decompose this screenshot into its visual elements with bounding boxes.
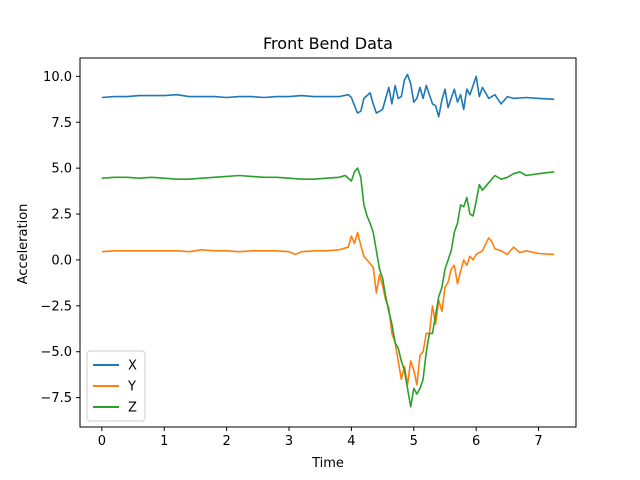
x-tick-label: 1 <box>160 434 168 449</box>
y-tick-label: −7.5 <box>40 391 72 406</box>
y-tick-label: −2.5 <box>40 299 72 314</box>
y-tick-label: 7.5 <box>51 116 72 131</box>
legend-label-y: Y <box>127 380 136 395</box>
legend-label-z: Z <box>128 401 137 416</box>
x-tick-label: 6 <box>472 434 480 449</box>
y-axis-label: Acceleration <box>16 204 31 285</box>
series-line-x <box>101 73 555 118</box>
series-line-y <box>101 231 555 386</box>
x-tick-label: 7 <box>534 434 542 449</box>
y-tick-label: −5.0 <box>40 345 72 360</box>
x-tick-label: 0 <box>98 434 106 449</box>
x-tick-label: 4 <box>347 434 355 449</box>
x-tick-label: 3 <box>285 434 293 449</box>
axes: 0 1 2 3 4 5 6 7 −7.5 −5.0 −2.5 0.0 2.5 5.0 7.5 10.0 <box>40 57 577 449</box>
y-tick-label: 10.0 <box>43 70 72 85</box>
legend: XYZ <box>86 350 146 422</box>
x-tick-label: 2 <box>222 434 230 449</box>
plot-area <box>101 73 555 408</box>
series-line-z <box>101 167 555 408</box>
x-axis-label: Time <box>311 456 344 471</box>
y-tick-label: 5.0 <box>51 162 72 177</box>
x-tick-label: 5 <box>410 434 418 449</box>
axes-frame <box>79 57 577 428</box>
y-tick-label: 0.0 <box>51 253 72 268</box>
legend-label-x: X <box>128 359 137 374</box>
y-tick-label: 2.5 <box>51 208 72 223</box>
chart-title: Front Bend Data <box>263 34 393 53</box>
